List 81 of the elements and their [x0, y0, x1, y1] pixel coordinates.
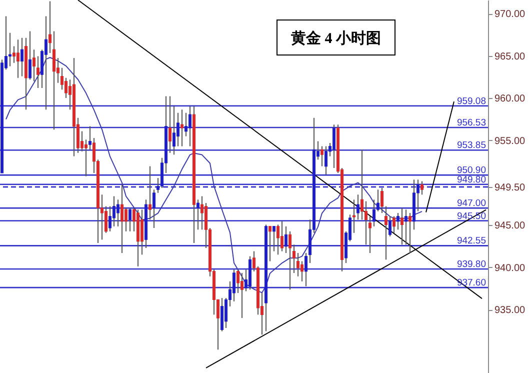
candlestick: [272, 226, 276, 252]
candlestick: [44, 16, 48, 110]
candlestick: [148, 166, 152, 220]
candlestick: [200, 196, 204, 230]
y-tick-label: 945.00: [494, 220, 526, 232]
candlestick: [168, 96, 172, 154]
candlestick: [64, 77, 68, 98]
y-tick-label: 965.00: [494, 51, 526, 62]
candlestick: [304, 252, 308, 287]
candlestick: [364, 200, 368, 246]
candlestick: [140, 209, 144, 256]
candlestick: [280, 220, 284, 252]
candlestick: [28, 30, 32, 80]
ref-line-label: 939.80: [456, 258, 486, 270]
ref-line-label: 950.90: [456, 165, 486, 176]
candlestick: [120, 184, 124, 254]
candlestick: [108, 206, 112, 232]
y-tick-label: 960.00: [494, 94, 526, 105]
candlestick: [236, 269, 240, 294]
candlestick: [320, 146, 324, 167]
ref-line-label: 942.55: [456, 236, 486, 247]
candlestick: [104, 206, 108, 234]
candlestick: [268, 226, 272, 262]
candlestick: [112, 196, 116, 227]
candlestick: [60, 67, 64, 90]
candlestick: [296, 252, 300, 277]
candlestick: [388, 216, 392, 237]
candlestick: [284, 226, 288, 254]
candlestick: [172, 106, 176, 156]
candlestick: [128, 207, 132, 232]
candlestick: [332, 124, 336, 168]
ref-line-label: 949.80: [456, 174, 486, 186]
candlestick: [396, 212, 400, 230]
candlestick: [384, 206, 388, 260]
candlestick: [116, 199, 120, 227]
candlestick: [188, 106, 192, 147]
candlestick: [352, 199, 356, 234]
candlestick: [392, 216, 396, 234]
candlestick: [368, 216, 372, 254]
candlestick: [232, 269, 236, 302]
candlestick: [300, 260, 304, 282]
candlestick: [176, 112, 180, 147]
candlestick: [12, 46, 16, 64]
candlestick: [180, 109, 184, 147]
text: 黄金 4 小时图: [290, 30, 381, 47]
y-tick-label: 940.00: [494, 262, 526, 274]
ref-line-label: 959.08: [456, 96, 486, 107]
candlestick: [404, 209, 408, 246]
candlestick: [196, 199, 200, 230]
candlestick: [220, 297, 224, 332]
candlestick: [84, 139, 88, 177]
y-tick-label: 935.00: [494, 305, 526, 316]
candlestick: [240, 272, 244, 319]
candlestick: [420, 180, 424, 196]
ref-line-label: 947.00: [456, 198, 486, 210]
candlestick: [52, 30, 56, 130]
candlestick: [292, 244, 296, 274]
candlestick: [32, 49, 36, 82]
candlestick: [408, 212, 412, 254]
candlestick: [380, 187, 384, 214]
candlestick: [372, 199, 376, 227]
candlestick: [288, 230, 292, 290]
candlestick: [88, 126, 92, 150]
candlestick: [152, 189, 156, 228]
candlestick: [276, 224, 280, 256]
candlestick: [20, 37, 24, 77]
candlestick: [360, 149, 364, 220]
candlestick: [48, 0, 52, 54]
candlestick: [16, 39, 20, 78]
y-tick-label: 949.50: [494, 182, 526, 194]
candlestick: [36, 56, 40, 88]
y-tick-label: 955.00: [494, 136, 526, 147]
y-tick-label: 970.00: [494, 9, 526, 20]
candlestick: [356, 194, 360, 220]
ref-line-label: 953.85: [456, 140, 486, 152]
candlestick: [324, 146, 328, 176]
candlestick: [8, 32, 12, 67]
candlestick: [400, 207, 404, 246]
candlestick: [124, 207, 128, 232]
candlestick: [184, 112, 188, 137]
ref-line-label: 956.53: [456, 117, 486, 128]
